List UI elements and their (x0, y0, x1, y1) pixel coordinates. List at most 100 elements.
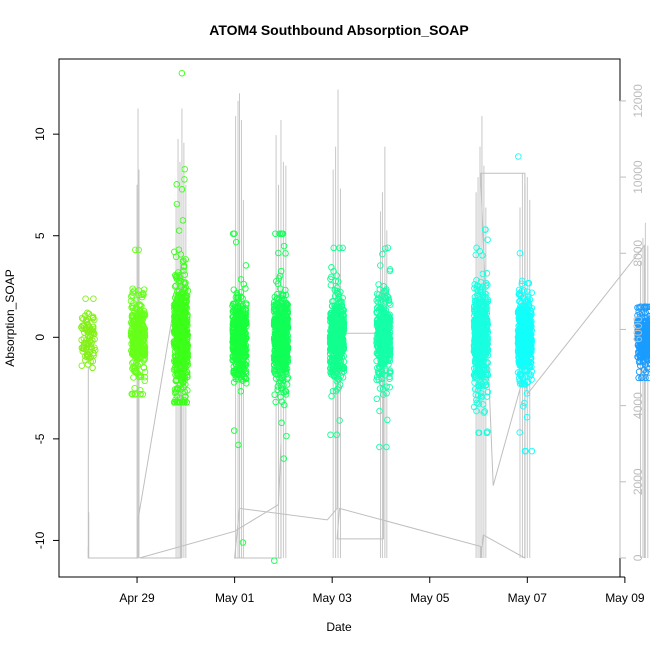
data-point (172, 356, 180, 364)
data-point (375, 281, 382, 288)
data-point (134, 369, 141, 377)
data-point (78, 362, 86, 369)
y-tick-label: 10 (33, 127, 47, 141)
data-point (379, 250, 386, 258)
data-point (181, 388, 189, 396)
data-point (175, 340, 183, 348)
data-point (482, 347, 490, 354)
data-point (274, 386, 281, 394)
data-point (473, 244, 480, 252)
series-cluster (170, 69, 192, 406)
data-point (90, 295, 97, 302)
data-point (334, 376, 342, 383)
data-point (339, 317, 346, 324)
data-point (283, 432, 290, 440)
data-point (242, 349, 249, 357)
data-point (78, 314, 86, 322)
data-point (128, 311, 136, 319)
data-point (282, 388, 289, 395)
data-point (173, 272, 180, 280)
data-point (140, 310, 147, 317)
data-point (180, 396, 188, 404)
data-point (243, 334, 250, 342)
series-cluster (229, 230, 250, 546)
data-point (179, 378, 187, 385)
data-point (386, 373, 393, 381)
data-point (331, 359, 339, 366)
data-point (88, 327, 96, 334)
data-point (141, 312, 149, 319)
data-point (239, 539, 247, 546)
data-point (334, 329, 342, 336)
data-point (276, 272, 284, 280)
data-point (380, 313, 387, 320)
data-point (133, 322, 140, 330)
y-tick-label: 0 (33, 334, 47, 341)
data-point (87, 358, 94, 365)
data-point (133, 343, 140, 351)
data-point (172, 253, 180, 261)
data-point (478, 394, 485, 401)
data-point (128, 390, 135, 398)
data-point (473, 299, 480, 307)
data-point (376, 385, 384, 392)
y2-tick-label: 4000 (631, 392, 645, 419)
data-point (374, 294, 382, 302)
data-point (483, 429, 491, 437)
x-tick-label: May 01 (215, 591, 255, 605)
data-point (130, 299, 137, 307)
data-point (238, 361, 245, 368)
data-point (471, 385, 479, 393)
data-point (283, 335, 290, 343)
data-point (129, 285, 136, 292)
data-point (477, 278, 485, 286)
data-point (339, 294, 346, 302)
data-point (129, 289, 137, 296)
data-point (130, 363, 137, 371)
data-point (481, 312, 488, 319)
data-point (89, 337, 96, 344)
data-point (179, 217, 187, 224)
data-point (272, 230, 279, 237)
x-axis-label: Date (326, 620, 352, 634)
data-point (136, 386, 144, 394)
data-point (282, 291, 290, 299)
data-point (334, 386, 341, 393)
data-point (178, 186, 186, 193)
data-point (470, 321, 478, 328)
data-point (179, 370, 187, 378)
data-point (278, 319, 286, 326)
data-point (332, 308, 339, 315)
altitude-ferry-line (87, 172, 645, 559)
data-point (334, 347, 341, 354)
data-point (174, 370, 182, 377)
data-point (140, 350, 148, 357)
data-point (276, 379, 283, 387)
data-point (326, 338, 334, 345)
data-point (273, 347, 281, 355)
data-point (181, 165, 188, 173)
data-point (484, 328, 492, 336)
data-point (334, 352, 342, 359)
data-point (181, 271, 189, 278)
data-point (240, 319, 248, 327)
data-point (238, 321, 246, 329)
data-point (476, 299, 484, 307)
data-point (384, 416, 391, 424)
data-point (235, 376, 242, 383)
data-point (85, 326, 93, 333)
y-tick-label: -10 (33, 531, 47, 549)
data-point (176, 271, 183, 279)
y2-tick-label: 10000 (631, 160, 645, 194)
data-point (284, 339, 291, 346)
data-point (377, 351, 385, 359)
data-point (475, 381, 482, 388)
data-point (383, 443, 390, 451)
data-point (85, 310, 93, 318)
data-point (182, 284, 189, 291)
data-point (482, 226, 489, 233)
data-point (91, 316, 98, 324)
data-point (80, 343, 87, 350)
data-point (470, 342, 478, 349)
